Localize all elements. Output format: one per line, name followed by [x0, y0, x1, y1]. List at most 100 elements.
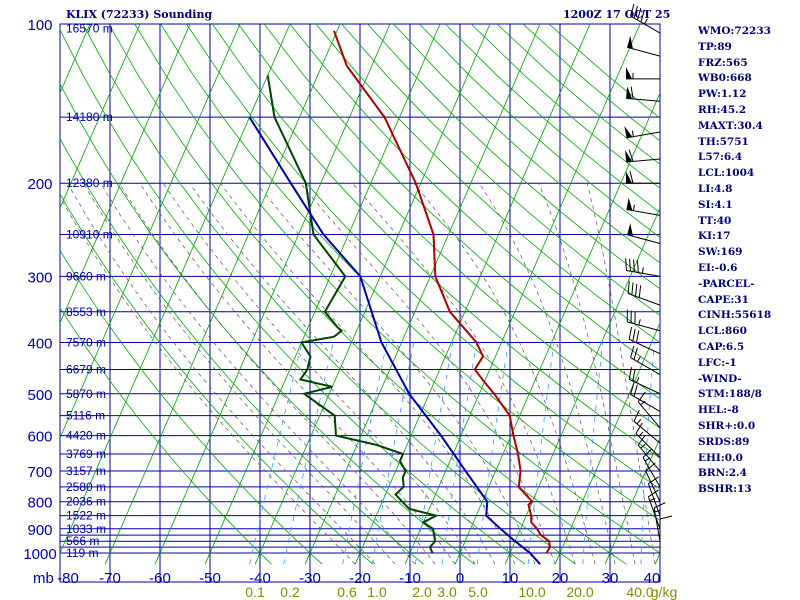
dry-adiabat — [160, 24, 660, 521]
isotherm-line — [554, 321, 660, 565]
isotherm-line — [604, 436, 660, 565]
index-line: SRDS:89 — [698, 435, 750, 448]
barb-flag — [628, 367, 633, 380]
height-label: 14180 m — [66, 110, 113, 124]
index-line: STM:188/8 — [698, 388, 762, 401]
wind-barbs — [624, 3, 673, 553]
barb-staff — [630, 15, 661, 34]
barb-flag — [625, 258, 628, 271]
mixing-ratio-label: 5.0 — [468, 584, 488, 600]
index-line: SI:4.1 — [698, 198, 733, 211]
isotherm-line — [504, 206, 660, 565]
dry-adiabat — [82, 24, 576, 565]
index-line: CAP:6.5 — [698, 340, 745, 353]
wind-barb — [630, 3, 661, 34]
barb-flag — [653, 502, 666, 509]
x-tick-label: -80 — [57, 570, 79, 587]
moist-adiabat — [538, 183, 636, 565]
barb-pennant — [626, 197, 633, 211]
barb-half-flag — [640, 443, 646, 449]
index-line: EI:-0.6 — [698, 261, 738, 274]
x-tick-label: -60 — [149, 570, 171, 587]
parcel-line — [248, 116, 541, 565]
barb-flag — [630, 86, 634, 100]
y-tick-label: 100 — [27, 17, 52, 34]
dry-adiabat — [237, 24, 660, 429]
barb-flag — [627, 281, 630, 294]
y-tick-label: 800 — [27, 495, 52, 512]
dry-adiabat — [186, 24, 660, 490]
barb-staff — [626, 131, 661, 139]
mixing-ratio-label: 0.6 — [337, 584, 357, 600]
index-line: LCL:1004 — [698, 167, 755, 180]
barb-pennant — [626, 86, 633, 99]
wind-barb — [628, 367, 661, 395]
wind-barb — [647, 489, 661, 529]
barb-flag — [629, 171, 634, 184]
index-line: SW:169 — [698, 246, 743, 259]
barb-staff — [626, 97, 661, 102]
moist-adiabat — [100, 183, 416, 565]
moist-adiabat — [586, 183, 656, 565]
barb-flag — [633, 5, 638, 19]
barb-half-flag — [632, 204, 635, 211]
barb-flag — [629, 258, 631, 272]
dry-adiabat — [134, 24, 660, 554]
background-lines — [60, 24, 660, 565]
wind-barb — [626, 66, 660, 80]
height-label: 7570 m — [66, 335, 106, 349]
moist-adiabat — [478, 183, 616, 565]
index-line: LCL:860 — [698, 325, 747, 338]
barb-half-flag — [644, 457, 651, 462]
height-label: 3157 m — [66, 464, 106, 478]
wind-barb — [626, 309, 661, 332]
index-line: TH:5751 — [698, 135, 749, 148]
index-line: TP:89 — [698, 40, 732, 53]
height-label: 2036 m — [66, 495, 106, 509]
mixing-ratio-line — [249, 342, 303, 565]
barb-flag — [648, 476, 659, 485]
wind-barb — [625, 149, 661, 163]
grid-layer — [59, 23, 661, 583]
dry-adiabat — [60, 28, 526, 565]
wind-barb — [626, 171, 660, 184]
height-label: 3769 m — [66, 447, 106, 461]
isotherm-line — [454, 91, 660, 565]
valid-time: 1200Z 17 OCT 25 — [563, 8, 671, 21]
moist-adiabat — [256, 182, 536, 565]
y-tick-label: 600 — [27, 429, 52, 446]
barb-flag — [645, 462, 656, 472]
barb-staff — [647, 496, 661, 529]
barb-staff — [637, 401, 661, 429]
wind-barb — [627, 281, 661, 306]
height-label: 5116 m — [66, 409, 105, 423]
barb-staff — [635, 433, 661, 458]
barb-pennant — [626, 66, 632, 79]
wind-barb — [626, 197, 661, 216]
dry-adiabat — [289, 24, 660, 371]
mixing-ratio-line — [372, 342, 415, 565]
wind-barb — [642, 448, 661, 488]
barb-flag — [632, 328, 636, 342]
index-line: LFC:-1 — [698, 356, 737, 369]
barb-flag — [635, 422, 643, 434]
barb-staff — [628, 378, 661, 395]
index-line: WMO:72233 — [698, 25, 771, 37]
barb-staff — [653, 507, 661, 542]
index-line: WB0:668 — [698, 72, 752, 85]
barb-pennant — [626, 171, 632, 184]
x-tick-label: 0 — [456, 570, 464, 587]
barb-staff — [627, 234, 661, 245]
barb-flag — [648, 489, 659, 498]
wind-barb — [630, 382, 661, 412]
mixing-ratio-label: 3.0 — [437, 584, 457, 600]
dry-adiabat — [60, 82, 475, 565]
x-tick-label: 20 — [552, 570, 569, 587]
barb-flag — [635, 283, 638, 297]
barb-flag — [659, 515, 673, 520]
index-line: LI:4.8 — [698, 182, 733, 195]
barb-half-flag — [637, 356, 641, 362]
station-title: KLIX (72233) Sounding — [66, 8, 213, 21]
barb-pennant — [624, 126, 633, 138]
temperature-line — [333, 30, 552, 554]
